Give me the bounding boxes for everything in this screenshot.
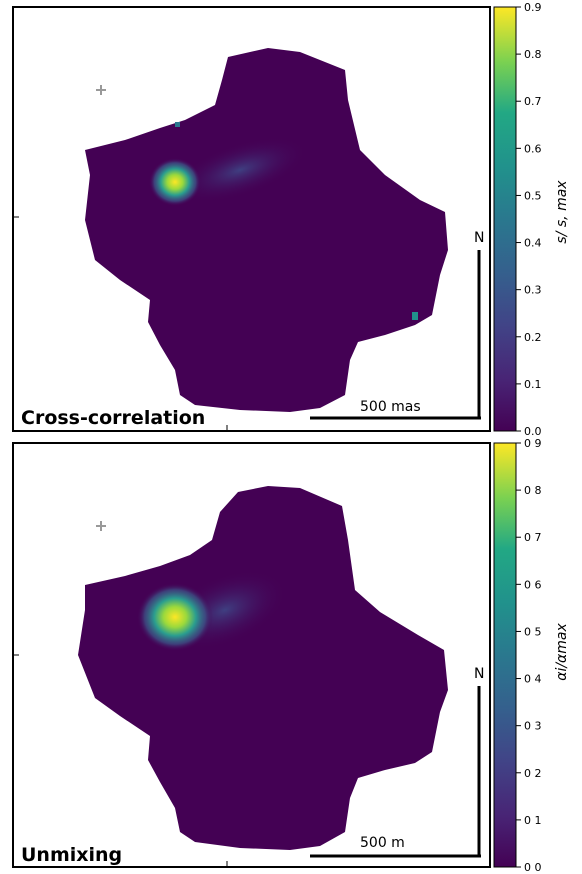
panel-title: Unmixing (21, 844, 122, 866)
colorbar-ticks: 0 0 0 1 0 2 0 3 0 4 0 5 0 6 0 7 0 8 0 9 (516, 437, 542, 874)
panel-title: Cross-correlation (21, 407, 205, 429)
colorbar-tick-label: 0 4 (524, 673, 542, 686)
emission-peak (137, 583, 213, 651)
field-of-view (85, 48, 448, 412)
colorbar-tick-label: 0.6 (524, 142, 542, 155)
colorbar-tick-label: 0.3 (524, 284, 542, 297)
colorbar-tick-label: 0 1 (524, 814, 542, 827)
colorbar-tick-label: 0.1 (524, 378, 542, 391)
scale-bar-label: 500 m (360, 835, 405, 851)
edge-pixel (412, 312, 418, 320)
colorbar-tick-label: 0.7 (524, 95, 542, 108)
colorbar-label: s/ s, max (554, 180, 570, 244)
colorbar-tick-label: 0.4 (524, 237, 542, 250)
edge-pixel (175, 122, 180, 127)
panel-cross-correlation: N 500 mas Cross-correlation 0.0 0.1 0.2 0.3… (12, 1, 570, 438)
colorbar-tick-label: 0 3 (524, 720, 542, 733)
compass-label: N (474, 230, 484, 246)
star-marker (96, 85, 106, 95)
colorbar-tick-label: 0 9 (524, 437, 542, 450)
colorbar-tick-label: 0.8 (524, 48, 542, 61)
colorbar-ticks: 0.0 0.1 0.2 0.3 0.4 0.5 0.6 0.7 0.8 0.9 (516, 1, 542, 438)
emission-peak (149, 158, 201, 206)
compass-label: N (474, 666, 484, 682)
field-of-view (78, 486, 448, 850)
colorbar-tick-label: 0.0 (524, 425, 542, 438)
star-marker (96, 521, 106, 531)
colorbar (493, 6, 517, 432)
scale-bar-label: 500 mas (360, 399, 421, 415)
colorbar-tick-label: 0 0 (524, 861, 542, 874)
colorbar-tick-label: 0.5 (524, 189, 542, 202)
colorbar-tick-label: 0.2 (524, 331, 542, 344)
emission-trail (172, 137, 308, 203)
colorbar-tick-label: 0 6 (524, 578, 542, 591)
colorbar (493, 442, 517, 868)
colorbar-tick-label: 0 2 (524, 767, 542, 780)
colorbar-tick-label: 0 7 (524, 531, 542, 544)
panel-unmixing: N 500 m Unmixing 0 00 10 20 30 40 50 60 … (12, 437, 570, 874)
colorbar-tick-label: 0 5 (524, 625, 542, 638)
colorbar-label: αi/αmax (554, 623, 570, 681)
colorbar-tick-label: 0 8 (524, 484, 542, 497)
colorbar-tick-label: 0.9 (524, 1, 542, 14)
